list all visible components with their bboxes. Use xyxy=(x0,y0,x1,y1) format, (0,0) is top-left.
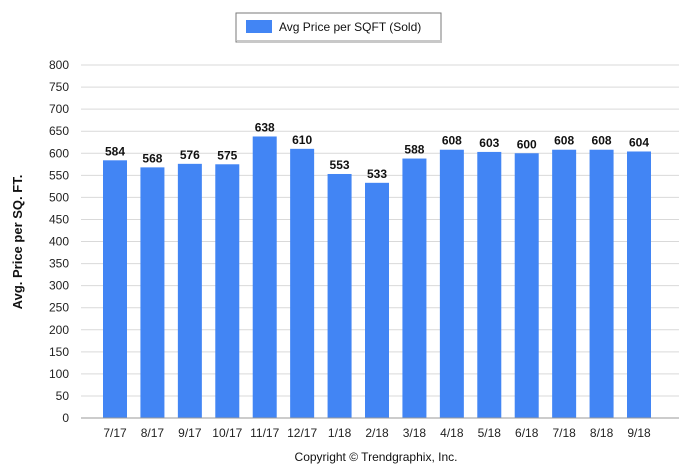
y-axis-label: Avg. Price per SQ. FT. xyxy=(10,175,25,310)
data-label: 576 xyxy=(180,148,200,162)
x-tick-label: 4/18 xyxy=(440,426,464,440)
y-tick-label: 350 xyxy=(49,257,69,271)
bar-7-18 xyxy=(552,149,577,418)
bar-7-17 xyxy=(103,160,127,418)
data-label: 588 xyxy=(404,143,424,157)
bar-9-17 xyxy=(177,163,202,418)
y-axis-ticks: 0 50 100 150 200 250 300 350 400 450 500 550 600 650 7… xyxy=(49,58,69,425)
data-label: 553 xyxy=(330,158,350,172)
bar-2-18 xyxy=(365,182,389,418)
data-label: 584 xyxy=(105,144,125,158)
bars xyxy=(103,136,651,419)
data-label: 610 xyxy=(292,133,312,147)
data-label: 603 xyxy=(479,136,499,150)
bar-8-18 xyxy=(589,149,614,418)
x-tick-label: 11/17 xyxy=(250,426,279,440)
y-tick-label: 150 xyxy=(49,345,69,359)
bar-8-17 xyxy=(140,167,165,418)
legend: Avg Price per SQFT (Sold) xyxy=(235,12,442,43)
data-label: 533 xyxy=(367,167,387,181)
x-tick-label: 5/18 xyxy=(478,426,502,440)
bar-3-18 xyxy=(402,158,427,419)
y-tick-label: 250 xyxy=(49,301,69,315)
y-tick-label: 100 xyxy=(49,367,69,381)
y-tick-label: 550 xyxy=(49,168,69,182)
y-tick-label: 50 xyxy=(56,389,70,403)
data-label: 575 xyxy=(217,148,237,162)
copyright-text: Copyright © Trendgraphix, Inc. xyxy=(295,450,458,464)
data-label: 608 xyxy=(442,134,462,148)
bar-4-18 xyxy=(439,149,464,418)
legend-box xyxy=(235,12,442,43)
x-tick-label: 7/18 xyxy=(552,426,576,440)
y-tick-label: 400 xyxy=(49,235,69,249)
legend-shadow xyxy=(237,40,442,43)
x-tick-label: 3/18 xyxy=(403,426,427,440)
x-tick-label: 1/18 xyxy=(328,426,352,440)
y-tick-label: 600 xyxy=(49,146,69,160)
x-tick-label: 10/17 xyxy=(212,426,242,440)
y-tick-label: 200 xyxy=(49,323,69,337)
data-label: 568 xyxy=(142,151,162,165)
data-label: 638 xyxy=(255,120,275,134)
bar-12-17 xyxy=(290,148,315,418)
y-tick-label: 700 xyxy=(49,102,69,116)
y-tick-label: 450 xyxy=(49,212,69,226)
data-labels: 584 568 576 575 638 610 553 533 588 608 603 600 608 6… xyxy=(105,120,649,180)
x-tick-label: 7/17 xyxy=(103,426,127,440)
y-tick-label: 800 xyxy=(49,58,69,72)
y-tick-label: 500 xyxy=(49,190,69,204)
x-tick-label: 8/17 xyxy=(141,426,165,440)
bar-11-17 xyxy=(252,136,277,419)
x-tick-label: 9/18 xyxy=(627,426,651,440)
legend-swatch xyxy=(246,20,272,33)
bar-5-18 xyxy=(477,151,502,418)
data-label: 600 xyxy=(517,137,537,151)
y-tick-label: 750 xyxy=(49,80,69,94)
x-tick-label: 9/17 xyxy=(178,426,202,440)
data-label: 608 xyxy=(592,134,612,148)
data-label: 604 xyxy=(629,135,649,149)
y-tick-label: 650 xyxy=(49,124,69,138)
x-tick-label: 8/18 xyxy=(590,426,614,440)
bar-1-18 xyxy=(327,173,352,418)
x-tick-label: 6/18 xyxy=(515,426,539,440)
bar-6-18 xyxy=(514,153,539,418)
x-tick-label: 2/18 xyxy=(365,426,389,440)
legend-label: Avg Price per SQFT (Sold) xyxy=(279,20,421,34)
bar-9-18 xyxy=(627,151,651,419)
x-axis-ticks: 7/17 8/17 9/17 10/17 11/17 12/17 1/18 2/18 3/18 4… xyxy=(103,426,651,440)
data-label: 608 xyxy=(554,134,574,148)
y-tick-label: 300 xyxy=(49,279,69,293)
x-tick-label: 12/17 xyxy=(287,426,317,440)
bar-10-17 xyxy=(215,164,240,418)
y-tick-label: 0 xyxy=(62,411,69,425)
